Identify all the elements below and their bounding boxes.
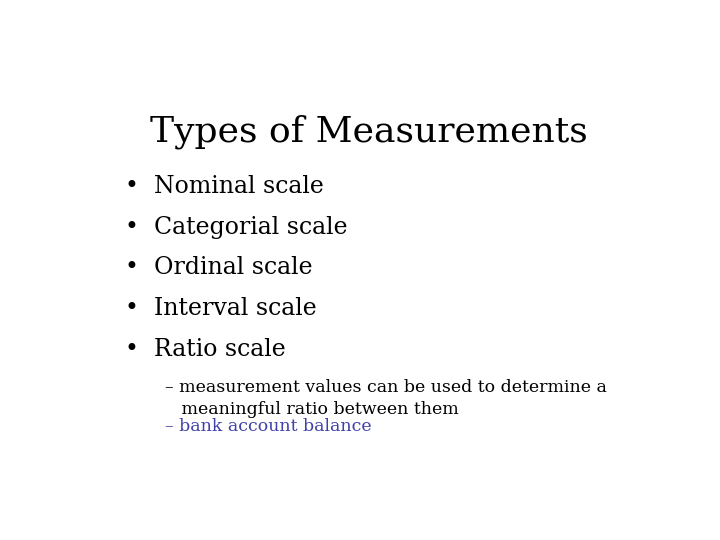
Text: – bank account balance: – bank account balance: [166, 418, 372, 435]
Text: •: •: [125, 175, 139, 198]
Text: Ordinal scale: Ordinal scale: [154, 256, 312, 280]
Text: Nominal scale: Nominal scale: [154, 175, 324, 198]
Text: •: •: [125, 297, 139, 320]
Text: •: •: [125, 338, 139, 361]
Text: Types of Measurements: Types of Measurements: [150, 114, 588, 149]
Text: •: •: [125, 256, 139, 280]
Text: Ratio scale: Ratio scale: [154, 338, 286, 361]
Text: •: •: [125, 216, 139, 239]
Text: Interval scale: Interval scale: [154, 297, 317, 320]
Text: Categorial scale: Categorial scale: [154, 216, 348, 239]
Text: – measurement values can be used to determine a
   meaningful ratio between them: – measurement values can be used to dete…: [166, 379, 607, 418]
